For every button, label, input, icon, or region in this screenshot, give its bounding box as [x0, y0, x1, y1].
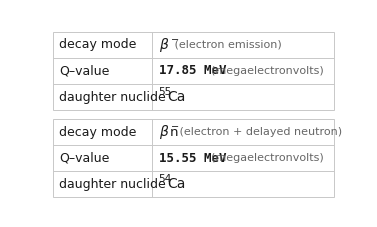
Text: (electron emission): (electron emission) [171, 40, 282, 50]
Bar [53, 32, 334, 110]
Text: Q–value: Q–value [59, 152, 109, 165]
Text: decay mode: decay mode [59, 38, 136, 51]
Text: 54: 54 [159, 174, 172, 184]
Bar [53, 119, 334, 197]
Text: Q–value: Q–value [59, 64, 109, 77]
Text: (megaelectronvolts): (megaelectronvolts) [211, 66, 324, 76]
Text: (megaelectronvolts): (megaelectronvolts) [211, 153, 324, 163]
Text: n: n [169, 126, 178, 139]
Text: Ca: Ca [167, 90, 185, 104]
Text: 15.55 MeV: 15.55 MeV [159, 152, 226, 165]
Text: Ca: Ca [167, 177, 185, 191]
Text: 55: 55 [159, 87, 172, 97]
Text: $\beta^-$: $\beta^-$ [159, 36, 179, 54]
Text: decay mode: decay mode [59, 126, 136, 139]
Text: daughter nuclide: daughter nuclide [59, 178, 166, 191]
Text: 17.85 MeV: 17.85 MeV [159, 64, 226, 77]
Text: (electron + delayed neutron): (electron + delayed neutron) [176, 127, 342, 137]
Text: daughter nuclide: daughter nuclide [59, 91, 166, 104]
Text: $\beta^-$: $\beta^-$ [159, 123, 179, 141]
